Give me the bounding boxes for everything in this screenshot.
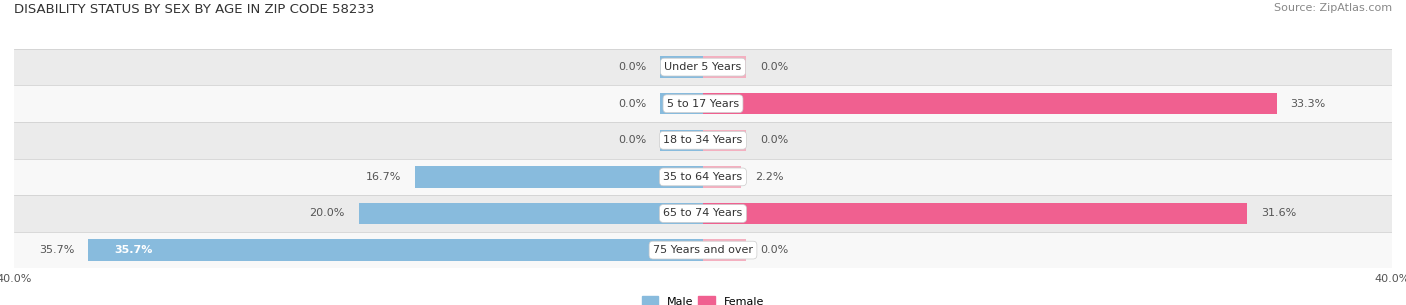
Bar xyxy=(415,166,703,188)
Text: 5 to 17 Years: 5 to 17 Years xyxy=(666,99,740,109)
Text: 31.6%: 31.6% xyxy=(1261,209,1296,218)
Bar xyxy=(14,195,1392,232)
Bar xyxy=(703,166,741,188)
Bar xyxy=(703,130,747,151)
Text: 0.0%: 0.0% xyxy=(759,135,789,145)
Text: 75 Years and over: 75 Years and over xyxy=(652,245,754,255)
Text: 0.0%: 0.0% xyxy=(759,62,789,72)
Text: 18 to 34 Years: 18 to 34 Years xyxy=(664,135,742,145)
Bar xyxy=(14,232,1392,268)
Bar xyxy=(89,239,703,261)
Bar xyxy=(703,239,747,261)
Bar xyxy=(14,85,1392,122)
Bar xyxy=(14,122,1392,159)
Text: 35.7%: 35.7% xyxy=(114,245,152,255)
Text: 35 to 64 Years: 35 to 64 Years xyxy=(664,172,742,182)
Bar xyxy=(359,203,703,224)
Text: DISABILITY STATUS BY SEX BY AGE IN ZIP CODE 58233: DISABILITY STATUS BY SEX BY AGE IN ZIP C… xyxy=(14,3,374,16)
Text: 35.7%: 35.7% xyxy=(39,245,75,255)
Bar xyxy=(14,159,1392,195)
Bar xyxy=(703,93,1277,114)
Text: 2.2%: 2.2% xyxy=(755,172,783,182)
Text: 0.0%: 0.0% xyxy=(617,135,647,145)
Bar xyxy=(14,49,1392,85)
Bar xyxy=(659,56,703,78)
Bar xyxy=(703,56,747,78)
Text: 33.3%: 33.3% xyxy=(1291,99,1326,109)
Text: Source: ZipAtlas.com: Source: ZipAtlas.com xyxy=(1274,3,1392,13)
Text: 0.0%: 0.0% xyxy=(617,62,647,72)
Text: 65 to 74 Years: 65 to 74 Years xyxy=(664,209,742,218)
Bar xyxy=(659,93,703,114)
Bar xyxy=(703,203,1247,224)
Text: Under 5 Years: Under 5 Years xyxy=(665,62,741,72)
Legend: Male, Female: Male, Female xyxy=(637,292,769,305)
Text: 20.0%: 20.0% xyxy=(309,209,344,218)
Text: 0.0%: 0.0% xyxy=(759,245,789,255)
Bar xyxy=(659,130,703,151)
Text: 16.7%: 16.7% xyxy=(366,172,402,182)
Text: 0.0%: 0.0% xyxy=(617,99,647,109)
